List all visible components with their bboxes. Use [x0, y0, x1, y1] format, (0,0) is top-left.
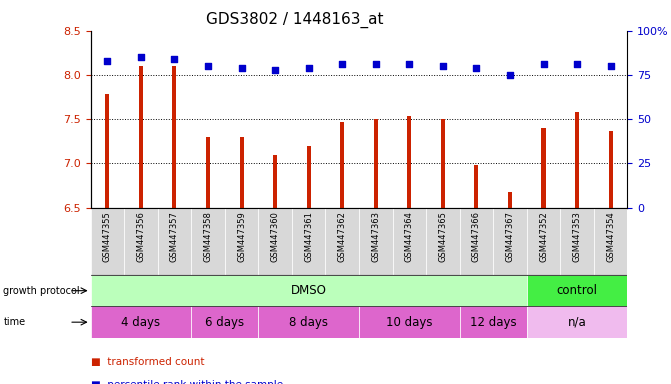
Text: GSM447361: GSM447361 [304, 211, 313, 262]
Point [136, 54, 146, 60]
Bar [225, 208, 258, 275]
Point [203, 63, 213, 69]
Bar [541, 128, 546, 208]
Text: GSM447360: GSM447360 [270, 211, 280, 262]
Bar [172, 66, 176, 208]
Point [303, 65, 314, 71]
Text: GSM447352: GSM447352 [539, 211, 548, 262]
Bar [124, 208, 158, 275]
Text: GSM447366: GSM447366 [472, 211, 481, 262]
Point [538, 61, 549, 68]
Bar [258, 306, 359, 338]
Bar [292, 208, 325, 275]
Bar [191, 208, 225, 275]
Point [370, 61, 381, 68]
Bar [426, 208, 460, 275]
Bar [527, 306, 627, 338]
Bar [474, 165, 478, 208]
Text: 8 days: 8 days [289, 316, 328, 329]
Text: GSM447367: GSM447367 [505, 211, 515, 262]
Bar [340, 122, 344, 208]
Bar [527, 275, 627, 306]
Bar [91, 208, 124, 275]
Point [270, 66, 280, 73]
Bar [407, 116, 411, 208]
Bar [393, 208, 426, 275]
Bar [508, 192, 512, 208]
Text: GSM447353: GSM447353 [572, 211, 582, 262]
Text: GSM447356: GSM447356 [136, 211, 146, 262]
Bar [158, 208, 191, 275]
Bar [460, 306, 527, 338]
Point [572, 61, 582, 68]
Text: GSM447362: GSM447362 [338, 211, 347, 262]
Bar [374, 119, 378, 208]
Text: GSM447354: GSM447354 [606, 211, 615, 262]
Text: ■  transformed count: ■ transformed count [91, 357, 204, 367]
Point [437, 63, 448, 69]
Bar [191, 306, 258, 338]
Text: GSM447363: GSM447363 [371, 211, 380, 262]
Text: GSM447359: GSM447359 [237, 211, 246, 262]
Bar [560, 208, 594, 275]
Bar [527, 208, 560, 275]
Point [605, 63, 616, 69]
Text: GSM447357: GSM447357 [170, 211, 179, 262]
Text: control: control [556, 284, 598, 297]
Point [471, 65, 482, 71]
Bar [359, 306, 460, 338]
Bar [359, 208, 393, 275]
Text: GSM447355: GSM447355 [103, 211, 112, 262]
Bar [575, 112, 579, 208]
Point [236, 65, 247, 71]
Text: GSM447365: GSM447365 [438, 211, 448, 262]
Bar [240, 137, 244, 208]
Text: 6 days: 6 days [205, 316, 244, 329]
Text: ■  percentile rank within the sample: ■ percentile rank within the sample [91, 380, 282, 384]
Bar [206, 137, 210, 208]
Point [337, 61, 348, 68]
Text: 10 days: 10 days [386, 316, 433, 329]
Text: GSM447364: GSM447364 [405, 211, 414, 262]
Bar [325, 208, 359, 275]
Bar [105, 94, 109, 208]
Bar [441, 119, 445, 208]
Point [404, 61, 415, 68]
Point [102, 58, 113, 64]
Text: GSM447358: GSM447358 [203, 211, 213, 262]
Bar [460, 208, 493, 275]
Bar [493, 208, 527, 275]
Bar [273, 155, 277, 208]
Text: 4 days: 4 days [121, 316, 160, 329]
Text: GDS3802 / 1448163_at: GDS3802 / 1448163_at [207, 12, 384, 28]
Bar [91, 306, 191, 338]
Bar [307, 146, 311, 208]
Point [169, 56, 180, 62]
Text: time: time [3, 317, 25, 327]
Bar [258, 208, 292, 275]
Text: growth protocol: growth protocol [3, 286, 80, 296]
Bar [594, 208, 627, 275]
Text: 12 days: 12 days [470, 316, 517, 329]
Bar [139, 66, 143, 208]
Text: DMSO: DMSO [291, 284, 327, 297]
Point [505, 72, 515, 78]
Text: n/a: n/a [568, 316, 586, 329]
Bar [91, 275, 527, 306]
Bar [609, 131, 613, 208]
